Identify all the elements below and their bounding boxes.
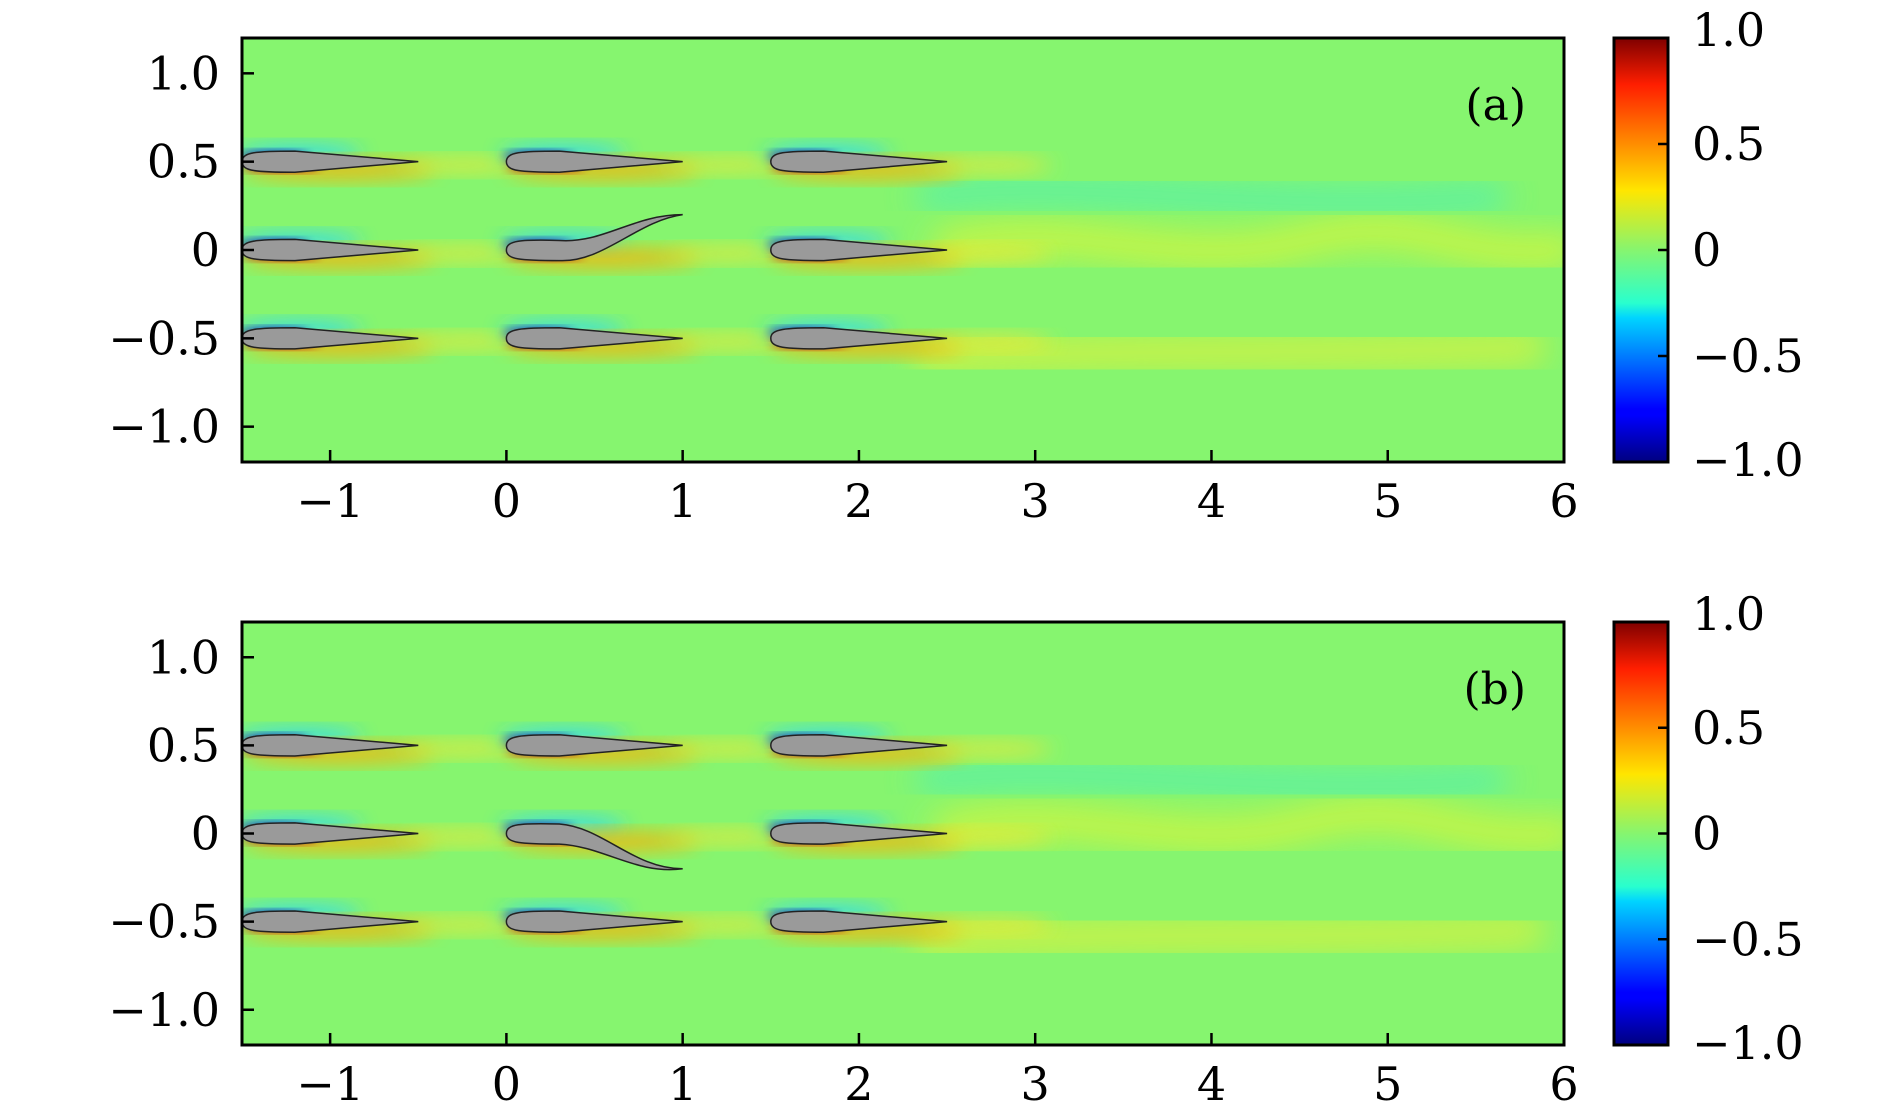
trailing-wake xyxy=(400,246,525,261)
x-tick-label: 1 xyxy=(668,474,697,528)
panel-label: (a) xyxy=(1465,80,1526,131)
colorbar-tick-label: 1.0 xyxy=(1692,587,1765,641)
trailing-wake xyxy=(929,158,1053,173)
trailing-wake xyxy=(929,829,1053,845)
foil xyxy=(770,822,948,845)
x-tick-label: 0 xyxy=(492,474,521,528)
trailing-wake xyxy=(665,829,789,845)
x-tick-label: 4 xyxy=(1197,1057,1226,1111)
y-tick-label: −0.5 xyxy=(108,895,220,949)
foil xyxy=(770,734,948,757)
trailing-wake xyxy=(400,158,525,173)
wake-band-lower xyxy=(911,329,1547,378)
foils xyxy=(242,150,948,350)
colorbar-tick-label: −1.0 xyxy=(1692,1016,1804,1070)
foil xyxy=(242,326,419,350)
wake-band-upper xyxy=(915,760,1508,800)
colorbar-tick-label: −0.5 xyxy=(1692,912,1804,966)
vorticity-field xyxy=(242,622,1564,1045)
foil xyxy=(242,822,419,845)
trailing-wake xyxy=(400,334,525,349)
colorbar-tick-label: 1.0 xyxy=(1692,3,1765,57)
x-tick-label: 4 xyxy=(1197,474,1226,528)
y-tick-label: 1.0 xyxy=(147,46,220,100)
y-tick-label: −0.5 xyxy=(108,311,220,365)
x-tick-label: 3 xyxy=(1021,1057,1050,1111)
foil xyxy=(770,150,948,174)
foil xyxy=(505,910,683,933)
x-tick-label: 1 xyxy=(668,1057,697,1111)
y-tick-label: 0.5 xyxy=(147,718,220,772)
foil xyxy=(770,910,948,933)
y-tick-label: 0 xyxy=(191,807,220,861)
trailing-wake xyxy=(929,918,1053,933)
colorbar-tick-label: −0.5 xyxy=(1692,329,1804,383)
wake-band-lower xyxy=(911,912,1547,961)
foil xyxy=(242,150,419,174)
foils xyxy=(242,734,948,933)
panel-a: −1 0 1 2 3 4 5 6 1.0 0.5 0 −0.5 −1.0 (a) 1.0 0.5 0 −0.5 −1… xyxy=(108,3,1803,528)
panel-b: −1 0 1 2 3 4 5 6 1.0 0.5 0 −0.5 −1.0 (b) 1.0 0.5 0 −0.5 −1… xyxy=(108,587,1803,1111)
x-tick-label: −1 xyxy=(296,1057,364,1111)
panel-label: (b) xyxy=(1464,664,1527,715)
x-tick-label: 5 xyxy=(1373,474,1402,528)
foil xyxy=(505,326,683,350)
trailing-wake xyxy=(929,741,1053,756)
y-tick-label: 0 xyxy=(191,223,220,277)
trailing-wake xyxy=(665,246,789,261)
colorbar-tick-label: 0 xyxy=(1692,807,1721,861)
y-tick-label: −1.0 xyxy=(108,400,220,454)
trailing-wake xyxy=(665,334,789,349)
vorticity-field xyxy=(242,38,1564,462)
x-tick-label: 3 xyxy=(1021,474,1050,528)
x-tick-label: 6 xyxy=(1549,474,1578,528)
colorbar-tick-label: 0 xyxy=(1692,223,1721,277)
foil xyxy=(505,734,683,757)
foil xyxy=(242,910,419,933)
x-tick-label: 0 xyxy=(492,1057,521,1111)
y-tick-label: 1.0 xyxy=(147,630,220,684)
foil xyxy=(770,238,948,262)
foil xyxy=(770,326,948,350)
trailing-wake xyxy=(929,334,1053,349)
wake-band-upper xyxy=(915,176,1508,216)
colorbar-tick-label: 0.5 xyxy=(1692,117,1765,171)
foil xyxy=(505,150,683,174)
trailing-wake xyxy=(665,741,789,756)
trailing-wake xyxy=(665,158,789,173)
foil xyxy=(505,213,683,262)
trailing-wake xyxy=(400,918,525,933)
wake-band-center xyxy=(931,798,1564,851)
x-tick-label: 5 xyxy=(1373,1057,1402,1111)
x-tick-label: 6 xyxy=(1549,1057,1578,1111)
colorbar-tick-label: −1.0 xyxy=(1692,433,1804,487)
foil xyxy=(242,734,419,757)
trailing-wake xyxy=(665,918,789,933)
x-tick-label: −1 xyxy=(296,474,364,528)
foil xyxy=(242,238,419,262)
wake-band-center xyxy=(931,215,1564,267)
x-tick-label: 2 xyxy=(844,474,873,528)
y-tick-label: 0.5 xyxy=(147,135,220,189)
foil xyxy=(505,822,683,871)
y-tick-label: −1.0 xyxy=(108,983,220,1037)
trailing-wake xyxy=(400,741,525,756)
colorbar-tick-label: 0.5 xyxy=(1692,701,1765,755)
x-tick-label: 2 xyxy=(844,1057,873,1111)
trailing-wake xyxy=(929,246,1053,261)
trailing-wake xyxy=(400,829,525,845)
